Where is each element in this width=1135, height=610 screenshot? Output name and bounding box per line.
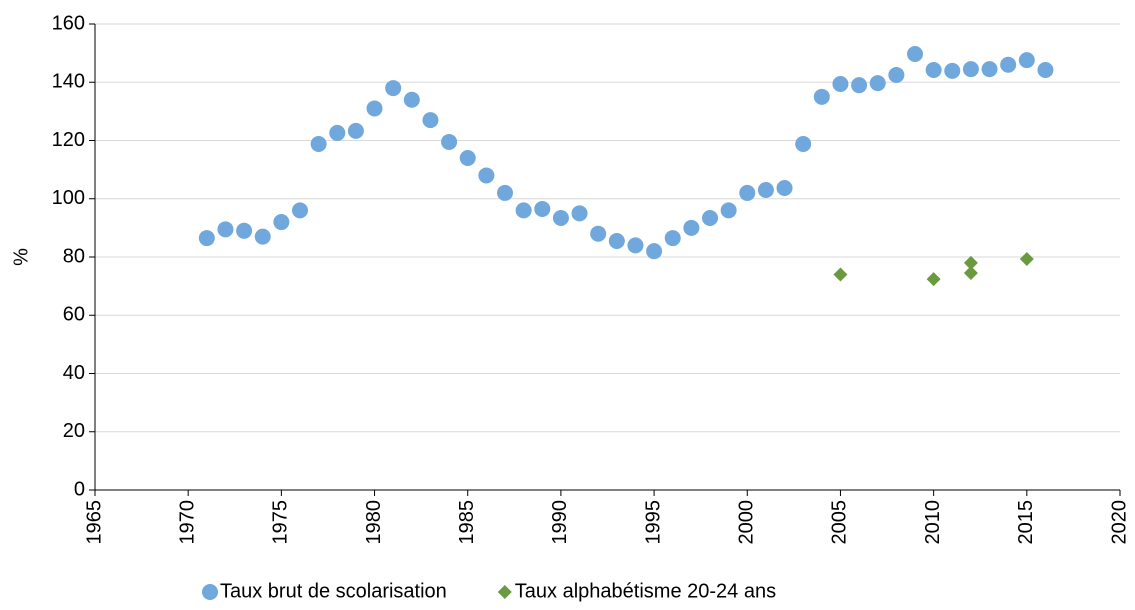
scatter-point (720, 202, 737, 219)
y-tick-label: 100 (52, 187, 85, 209)
legend-label: Taux alphabétisme 20-24 ans (515, 580, 776, 602)
scatter-point (329, 124, 346, 141)
x-tick-label: 2020 (1108, 500, 1130, 545)
scatter-point (1019, 252, 1034, 267)
scatter-point (534, 200, 551, 217)
y-tick-label: 40 (63, 362, 85, 384)
scatter-point (851, 77, 868, 94)
scatter-point (795, 135, 812, 152)
scatter-point (552, 209, 569, 226)
scatter-point (1037, 62, 1054, 79)
scatter-point (646, 243, 663, 260)
scatter-point (497, 184, 513, 201)
scatter-point (515, 202, 532, 219)
x-tick-label: 2010 (922, 500, 944, 545)
scatter-point (833, 267, 848, 282)
scatter-point (944, 62, 961, 79)
scatter-point (683, 219, 700, 236)
scatter-point (869, 75, 886, 92)
y-tick-label: 20 (63, 420, 85, 442)
scatter-point (273, 214, 290, 231)
scatter-point (292, 202, 308, 219)
x-tick-label: 1985 (456, 500, 478, 544)
scatter-point (478, 167, 495, 184)
x-tick-label: 1970 (176, 500, 198, 545)
y-tick-label: 140 (52, 71, 85, 93)
scatter-point (198, 230, 215, 247)
scatter-point (813, 88, 830, 105)
scatter-point (963, 266, 978, 281)
scatter-point (888, 66, 905, 83)
scatter-point (422, 112, 439, 129)
scatter-point (739, 184, 756, 201)
scatter-point (310, 135, 327, 152)
scatter-point (963, 255, 978, 270)
scatter-point (981, 61, 998, 78)
scatter-point (217, 221, 234, 238)
legend-marker (497, 585, 512, 599)
scatter-point (1018, 52, 1035, 69)
scatter-point (702, 209, 718, 226)
scatter-point (664, 230, 681, 247)
y-tick-label: 80 (63, 245, 85, 267)
scatter-point (608, 232, 625, 249)
scatter-point (926, 272, 941, 287)
scatter-point (347, 122, 364, 139)
scatter-point (1000, 56, 1017, 73)
x-tick-label: 2000 (736, 500, 758, 545)
scatter-point (907, 45, 923, 62)
legend-label: Taux brut de scolarisation (220, 580, 447, 602)
scatter-point (590, 225, 607, 242)
y-tick-label: 120 (52, 129, 85, 151)
scatter-point (627, 237, 644, 254)
legend-marker (202, 584, 218, 600)
scatter-point (832, 75, 849, 92)
scatter-point (776, 179, 793, 196)
x-tick-label: 1990 (549, 500, 571, 545)
scatter-point (385, 80, 402, 97)
scatter-point (366, 100, 383, 117)
scatter-point (757, 182, 774, 199)
y-axis-label: % (10, 248, 32, 266)
x-tick-label: 1980 (363, 500, 385, 545)
scatter-point (962, 61, 979, 78)
y-tick-label: 60 (63, 304, 85, 326)
x-tick-label: 1995 (642, 500, 664, 545)
x-tick-label: 2005 (829, 500, 851, 545)
scatter-point (571, 205, 588, 222)
scatter-point (441, 133, 458, 150)
x-tick-label: 1965 (83, 500, 105, 545)
scatter-point (459, 149, 476, 166)
scatter-point (403, 91, 420, 108)
y-tick-label: 0 (74, 478, 85, 500)
x-tick-label: 1975 (270, 500, 292, 545)
scatter-point (254, 228, 271, 245)
x-tick-label: 2015 (1015, 500, 1037, 545)
scatter-point (236, 222, 253, 239)
y-tick-label: 160 (52, 12, 85, 34)
scatter-point (925, 62, 942, 79)
